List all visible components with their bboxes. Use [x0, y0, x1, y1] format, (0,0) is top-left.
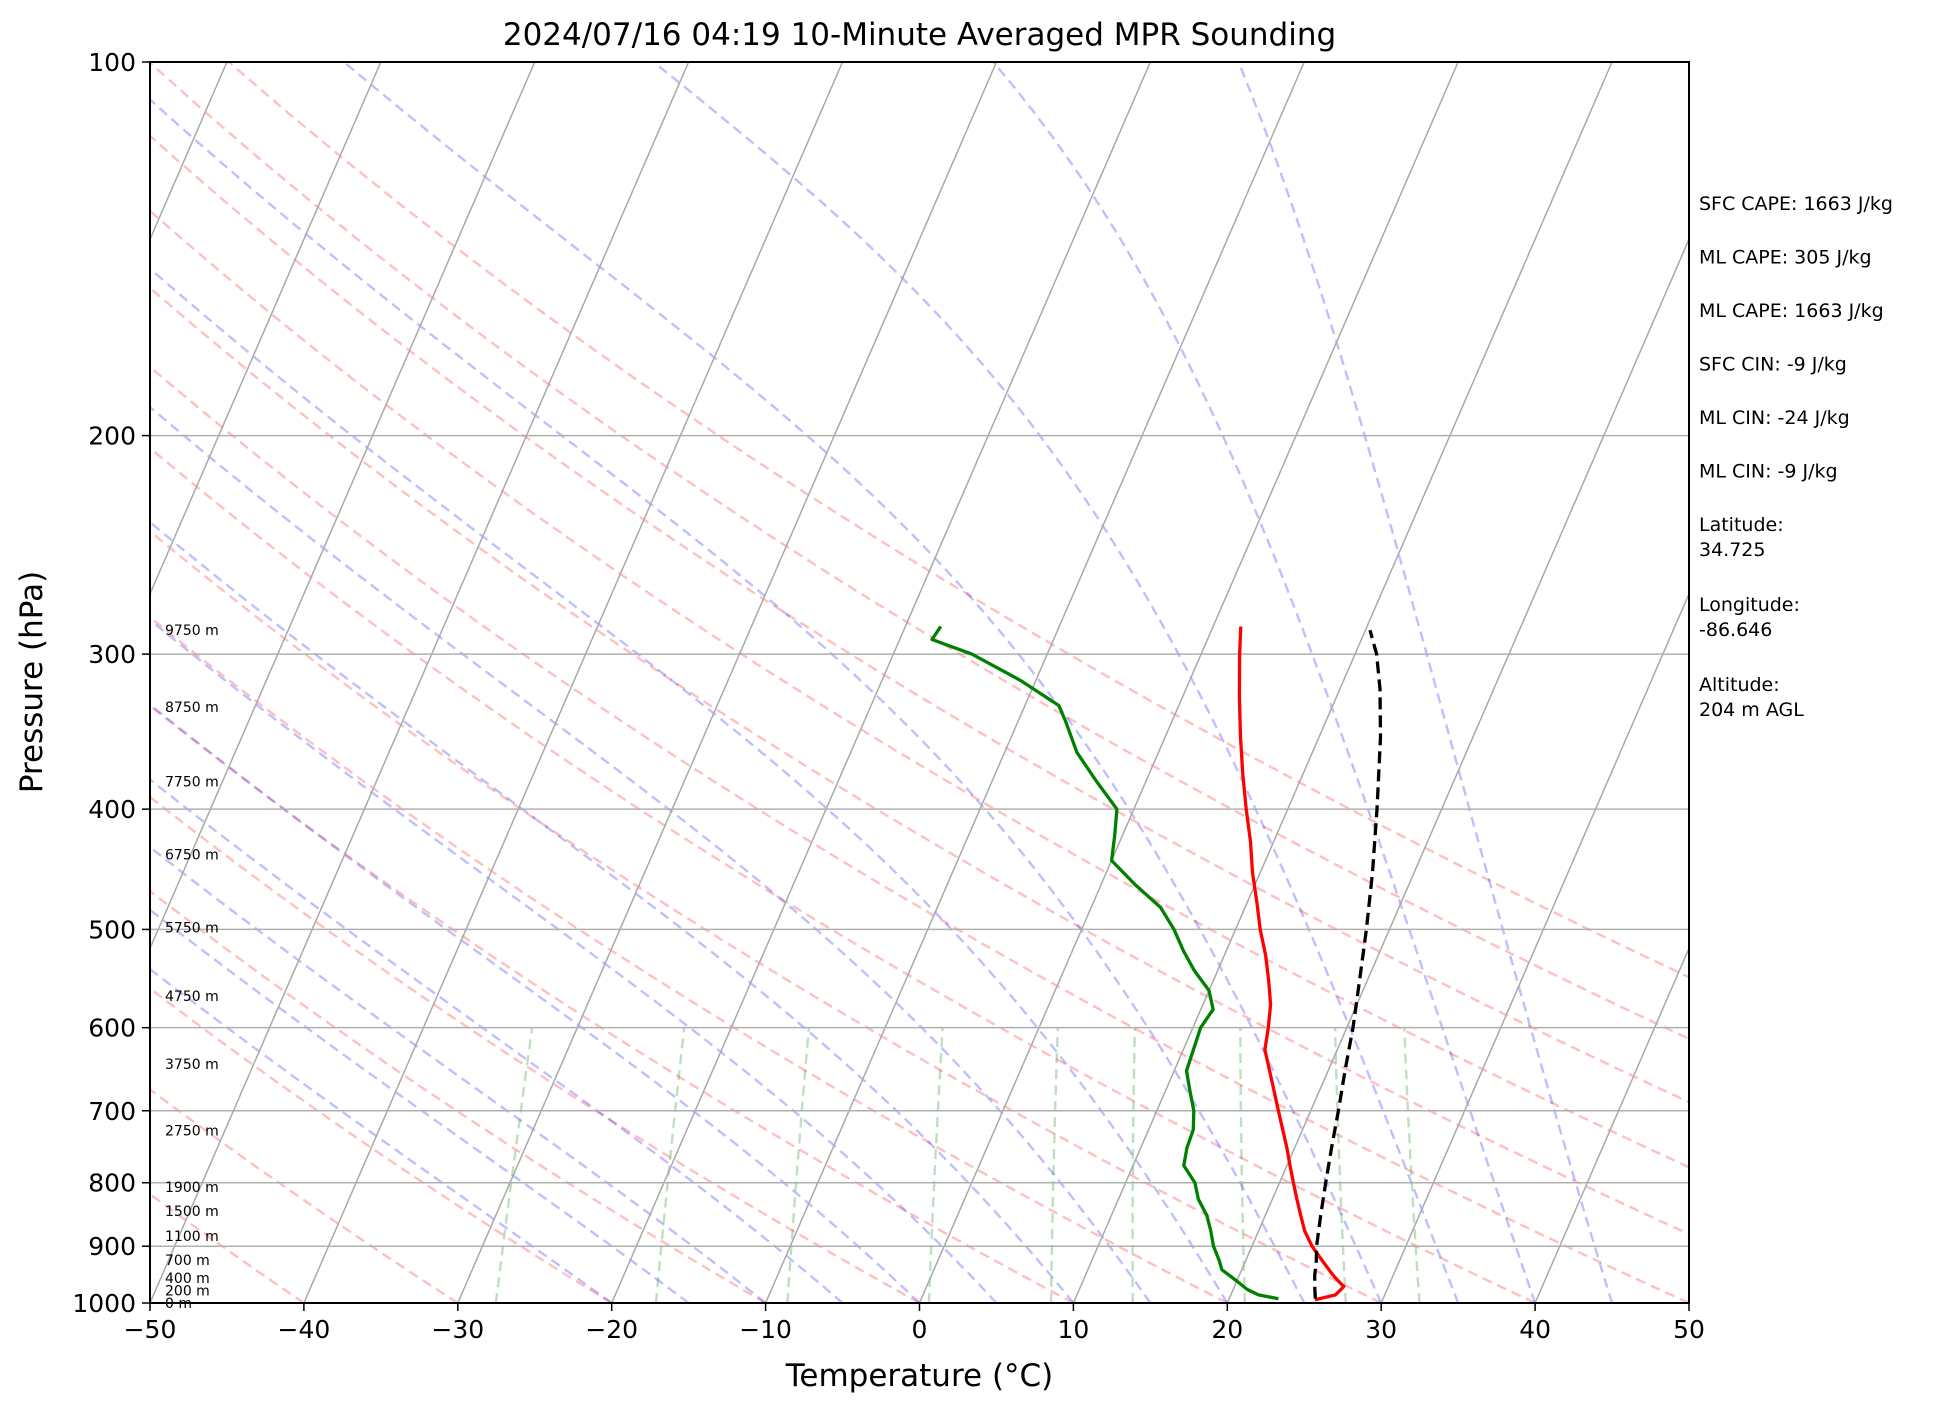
- y-tick-label: 500: [88, 915, 136, 944]
- x-tick-label: 30: [1365, 1315, 1397, 1344]
- altitude-label: 3750 m: [165, 1057, 219, 1073]
- y-tick-label: 200: [88, 422, 136, 451]
- info-text-line: ML CIN: -24 J/kg: [1699, 407, 1850, 429]
- y-tick-label: 100: [88, 48, 136, 77]
- info-text-line: Longitude:: [1699, 594, 1800, 616]
- altitude-label: 7750 m: [165, 775, 219, 791]
- info-text-line: ML CIN: -9 J/kg: [1699, 461, 1838, 483]
- altitude-label: 8750 m: [165, 700, 219, 716]
- x-tick-label: −20: [585, 1315, 638, 1344]
- y-tick-label: 900: [88, 1232, 136, 1261]
- altitude-label: 400 m: [165, 1271, 210, 1287]
- altitude-label: 1900 m: [165, 1180, 219, 1196]
- x-tick-label: 20: [1211, 1315, 1243, 1344]
- x-tick-label: −30: [431, 1315, 484, 1344]
- y-tick-label: 800: [88, 1169, 136, 1198]
- info-text-line: Altitude:: [1699, 674, 1780, 696]
- altitude-label: 1500 m: [165, 1204, 219, 1220]
- info-text-line: ML CAPE: 1663 J/kg: [1699, 300, 1884, 322]
- altitude-label: 700 m: [165, 1253, 210, 1269]
- x-tick-label: −10: [739, 1315, 792, 1344]
- x-axis-label: Temperature (°C): [785, 1358, 1054, 1394]
- altitude-label: 2750 m: [165, 1123, 219, 1139]
- y-axis-label: Pressure (hPa): [14, 571, 50, 793]
- info-text-line: SFC CAPE: 1663 J/kg: [1699, 193, 1893, 215]
- altitude-label: 1100 m: [165, 1229, 219, 1245]
- info-text-line: ML CAPE: 305 J/kg: [1699, 247, 1872, 269]
- x-tick-label: −50: [124, 1315, 177, 1344]
- info-text-line: -86.646: [1699, 619, 1772, 641]
- chart-title: 2024/07/16 04:19 10-Minute Averaged MPR …: [503, 17, 1336, 53]
- altitude-label: 4750 m: [165, 989, 219, 1005]
- y-tick-label: 700: [88, 1097, 136, 1126]
- y-tick-label: 1000: [72, 1289, 136, 1318]
- x-tick-label: 0: [912, 1315, 928, 1344]
- info-text-line: 204 m AGL: [1699, 699, 1804, 721]
- info-text-line: 34.725: [1699, 539, 1765, 561]
- info-text-line: Latitude:: [1699, 514, 1784, 536]
- y-tick-label: 600: [88, 1014, 136, 1043]
- altitude-label: 5750 m: [165, 920, 219, 936]
- x-tick-label: 50: [1673, 1315, 1705, 1344]
- info-text-line: SFC CIN: -9 J/kg: [1699, 354, 1847, 376]
- x-tick-label: 40: [1519, 1315, 1551, 1344]
- altitude-label: 6750 m: [165, 847, 219, 863]
- x-tick-label: −40: [278, 1315, 331, 1344]
- y-tick-label: 400: [88, 795, 136, 824]
- x-tick-label: 10: [1057, 1315, 1089, 1344]
- y-tick-label: 300: [88, 640, 136, 669]
- altitude-label: 9750 m: [165, 623, 219, 639]
